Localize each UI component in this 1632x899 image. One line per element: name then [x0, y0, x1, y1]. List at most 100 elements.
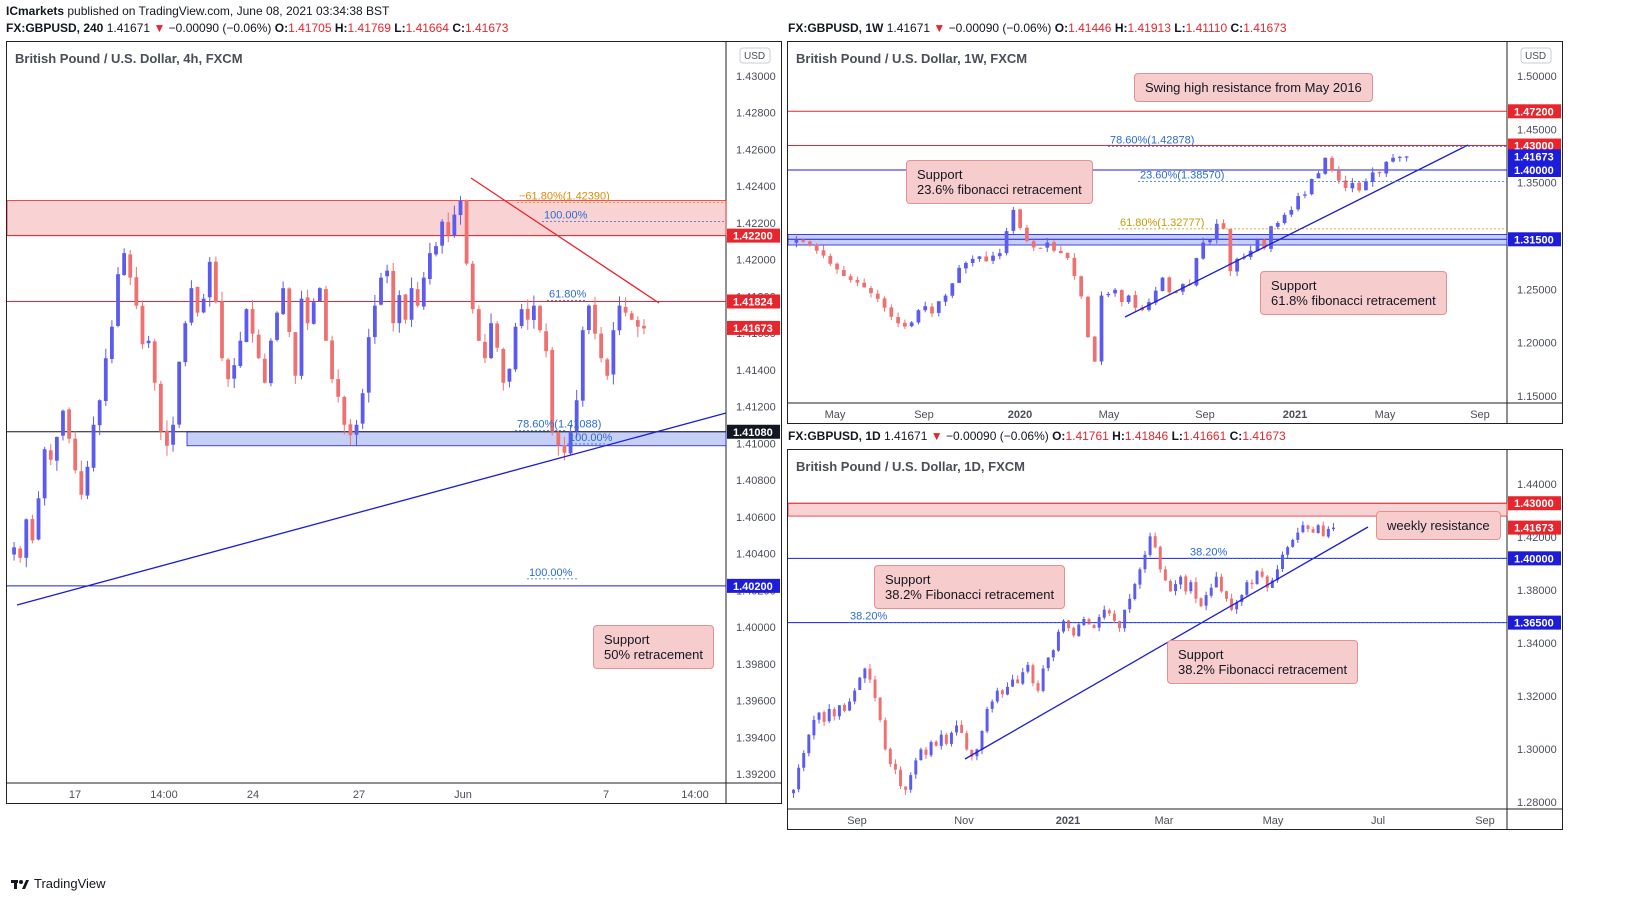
candle-body — [85, 466, 90, 496]
annotation-support-50: Support 50% retracement — [593, 625, 714, 669]
fib-level-label: 100.00% — [529, 567, 573, 579]
fib-level-label: 23.60%(1.38570) — [1140, 170, 1224, 182]
candle-body — [1174, 291, 1178, 293]
candle-body — [835, 263, 839, 270]
price-axis-tick: 1.43000 — [736, 71, 776, 83]
price-tag-label: 1.40000 — [1514, 553, 1554, 565]
chart-title: British Pound / U.S. Dollar, 1W, FXCM — [796, 51, 1028, 66]
candle-body — [949, 732, 953, 744]
price-axis-tick: 1.40600 — [736, 512, 776, 524]
high-label: H: — [334, 21, 348, 35]
price-tag-label: 1.42200 — [733, 231, 773, 243]
candle-body — [1000, 690, 1004, 695]
candle-body — [814, 244, 819, 251]
candle-body — [269, 340, 273, 384]
candle-body — [1194, 258, 1199, 286]
candle-body — [1025, 227, 1029, 241]
chart-canvas-4h[interactable]: −61.80%(1.42390) 100.00% 61.80% 78.60%(1.41… — [7, 42, 781, 803]
price-tag-bg — [1508, 496, 1561, 511]
candle-body — [611, 330, 616, 375]
candle-body — [54, 437, 59, 461]
candle-body — [985, 708, 989, 732]
candle-body — [79, 471, 84, 495]
candle-body — [995, 690, 999, 702]
candle-body — [1397, 156, 1402, 158]
candle-body — [1056, 631, 1060, 651]
candle-body — [1321, 525, 1325, 537]
price-tag-bg — [1508, 232, 1561, 247]
candle-body — [1018, 209, 1023, 228]
currency-box — [739, 47, 771, 64]
candle-body — [909, 775, 913, 790]
annotation-weekly-resistance: weekly resistance — [1376, 511, 1501, 540]
price-axis-tick: 1.35000 — [1517, 178, 1557, 190]
candle-body — [1102, 609, 1106, 618]
annotation-line: 38.2% Fibonacci retracement — [1178, 662, 1348, 677]
candle-body — [1112, 613, 1116, 621]
time-axis-tick: Sep — [914, 409, 934, 421]
candle-body — [802, 753, 806, 768]
chart-canvas-1w[interactable]: 78.60%(1.42878) 23.60%(1.38570) 61.80%(1.3… — [788, 42, 1562, 423]
candle-body — [1153, 536, 1157, 548]
candle-body — [1350, 183, 1355, 189]
price-tag-bg — [1508, 149, 1561, 164]
time-axis-tick: 17 — [69, 789, 81, 801]
candle-body — [1045, 242, 1050, 248]
price-tag-bg — [1508, 138, 1561, 153]
candle-body — [587, 305, 591, 330]
candle-body — [821, 250, 826, 256]
candle-body — [1214, 223, 1219, 241]
low-value: 1.41664 — [405, 21, 449, 35]
candle-body — [446, 222, 451, 236]
price-tag-bg — [727, 578, 780, 593]
candle-body — [960, 724, 964, 733]
time-axis-tick: Sep — [1470, 409, 1490, 421]
candle-body — [1123, 609, 1127, 629]
publisher-line: ICmarkets published on TradingView.com, … — [6, 4, 389, 18]
candle-body — [195, 286, 200, 313]
price-tag-label: 1.40200 — [733, 581, 773, 593]
candle-body — [244, 309, 249, 343]
candle-body — [1260, 571, 1264, 577]
chart-panel-4h[interactable]: −61.80%(1.42390) 100.00% 61.80% 78.60%(1.41… — [6, 41, 782, 804]
down-arrow-icon: ▼ — [933, 21, 946, 35]
chart-panel-1w[interactable]: 78.60%(1.42878) 23.60%(1.38570) 61.80%(1.3… — [787, 41, 1563, 424]
published-text: published on TradingView.com, June 08, 2… — [67, 4, 390, 18]
candle-body — [807, 734, 811, 754]
time-axis-tick: 2020 — [1008, 409, 1032, 421]
candle-body — [1021, 672, 1025, 684]
candle-body — [965, 733, 969, 750]
tradingview-brand[interactable]: TradingView — [10, 876, 106, 891]
candle-body — [1092, 625, 1096, 629]
candle-body — [984, 256, 989, 262]
high-value: 1.41913 — [1127, 21, 1171, 35]
candle-body — [1174, 584, 1178, 592]
candle-body — [434, 246, 438, 255]
time-axis-tick: 2021 — [1056, 815, 1080, 827]
candle-body — [1225, 591, 1228, 599]
low-value: 1.41110 — [1185, 21, 1228, 35]
candle-body — [899, 769, 902, 787]
chart-panel-1d[interactable]: 38.20% 38.20% 1.44000 1.42000 1.38000 1.34000… — [787, 449, 1563, 830]
candle-body — [1364, 181, 1368, 191]
candle-body — [152, 341, 157, 383]
candle-body — [1038, 247, 1043, 249]
candle-body — [605, 359, 610, 376]
chart-canvas-1d[interactable]: 38.20% 38.20% 1.44000 1.42000 1.38000 1.34000… — [788, 450, 1562, 829]
candle-body — [862, 282, 867, 288]
candle-body — [1194, 582, 1198, 599]
candle-body — [1265, 576, 1269, 588]
annotation-line: Support — [1178, 647, 1224, 662]
candle-body — [1326, 528, 1330, 537]
candle-body — [990, 701, 994, 709]
candle-body — [1221, 223, 1226, 229]
candle-body — [397, 295, 402, 324]
candle-body — [1126, 295, 1131, 303]
candle-body — [848, 701, 852, 711]
candle-body — [391, 270, 396, 324]
trendline-support — [1124, 144, 1469, 318]
candle-body — [896, 317, 900, 324]
candle-body — [794, 239, 799, 243]
candle-body — [934, 741, 938, 746]
candle-body — [801, 239, 806, 242]
